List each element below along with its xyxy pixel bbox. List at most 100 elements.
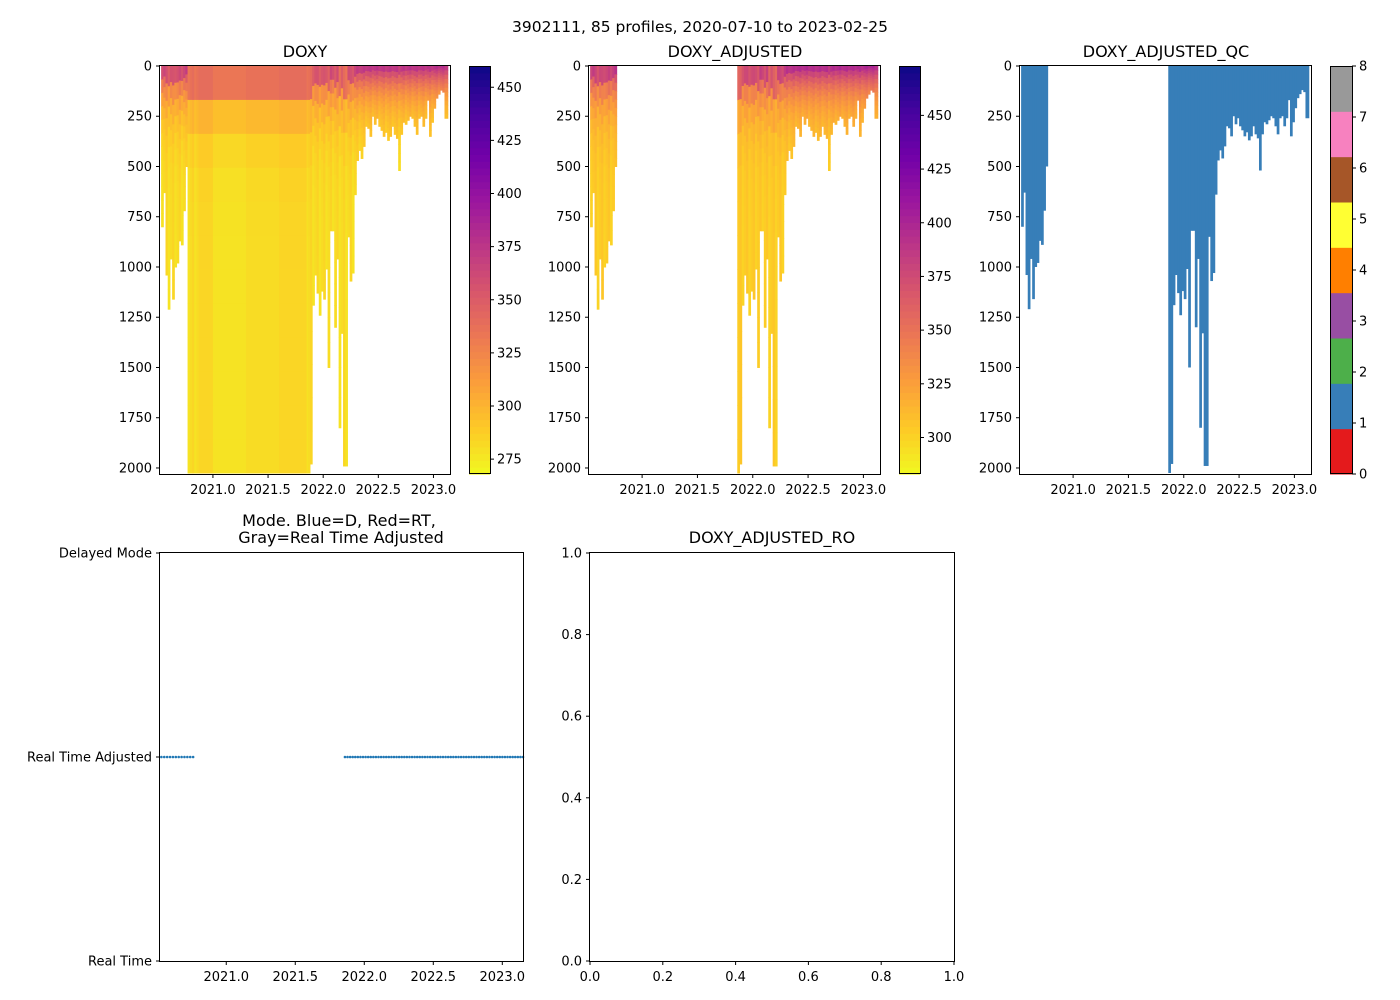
heatmap-profile-cell [413, 96, 417, 102]
heatmap-profile-cell [850, 66, 853, 71]
mode-point [165, 755, 169, 759]
colorbar-tick-label: 350 [927, 324, 952, 339]
heatmap-profile-cell [812, 89, 816, 96]
heatmap-profile-cell [349, 101, 353, 121]
heatmap-profile-cell [870, 78, 873, 81]
heatmap-profile-cell [329, 93, 333, 108]
colorbar-swatch [1330, 383, 1352, 430]
heatmap-profile-cell [590, 132, 593, 147]
heatmap-profile-cell [766, 114, 769, 131]
heatmap-profile-cell [307, 167, 311, 203]
heatmap-profile-cell [442, 89, 445, 93]
heatmap-profile-cell [825, 90, 829, 97]
heatmap-profile-cell [598, 66, 602, 83]
heatmap-profile-cell [354, 141, 357, 153]
qc-profile-bar [1241, 66, 1245, 131]
heatmap-profile-cell [774, 199, 778, 234]
colorbar-swatch [469, 283, 490, 291]
heatmap-profile-cell [819, 95, 822, 102]
heatmap-profile-cell [797, 112, 800, 119]
qc-profile-bar [1276, 66, 1280, 135]
heatmap-profile-cell [380, 66, 384, 72]
heatmap-profile-cell [444, 92, 449, 97]
heatmap-profile-cell [329, 175, 333, 191]
heatmap-profile-cell [196, 439, 200, 474]
heatmap-profile-cell [180, 95, 184, 112]
heatmap-profile-cell [314, 118, 318, 137]
colorbar-swatch [899, 263, 920, 271]
heatmap-profile-cell [797, 86, 800, 93]
heatmap-profile-cell [845, 94, 849, 101]
heatmap-profile-cell [356, 73, 359, 83]
heatmap-profile-cell [763, 305, 767, 328]
mode-point [366, 755, 370, 759]
heatmap-profile-cell [792, 92, 796, 100]
heatmap-profile-cell [799, 77, 802, 85]
heatmap-profile-cell [382, 83, 386, 90]
heatmap-profile-cell [391, 116, 395, 122]
heatmap-profile-cell [845, 83, 849, 90]
heatmap-profile-cell [194, 167, 197, 203]
heatmap-profile-cell [194, 371, 197, 406]
heatmap-profile-cell [772, 265, 776, 300]
heatmap-profile-cell [279, 201, 308, 237]
heatmap-profile-cell [433, 104, 437, 109]
heatmap-profile-cell [411, 100, 415, 106]
heatmap-profile-cell [378, 106, 382, 112]
heatmap-profile-cell [198, 133, 214, 169]
panel-doxy: DOXY 2021.0 2021.5 2022.0 2022.5 2023.002505… [119, 42, 522, 498]
panel1-ytick-label: 250 [556, 110, 581, 125]
heatmap-profile-cell [874, 87, 879, 93]
heatmap-profile-cell [411, 66, 415, 71]
heatmap-profile-cell [327, 141, 331, 167]
heatmap-profile-cell [336, 242, 340, 260]
heatmap-profile-cell [382, 118, 386, 126]
heatmap-profile-cell [360, 127, 364, 136]
heatmap-profile-cell [737, 167, 740, 203]
heatmap-profile-cell [770, 288, 774, 312]
heatmap-profile-cell [737, 235, 740, 270]
heatmap-profile-cell [841, 66, 844, 71]
heatmap-profile-cell [788, 115, 791, 123]
heatmap-profile-cell [839, 95, 842, 100]
heatmap-profile-cell [161, 66, 164, 80]
heatmap-profile-cell [783, 119, 787, 131]
heatmap-profile-cell [823, 66, 827, 73]
heatmap-profile-cell [176, 213, 180, 231]
heatmap-profile-cell [761, 120, 765, 136]
heatmap-profile-cell [814, 66, 818, 73]
heatmap-profile-cell [603, 250, 607, 268]
colorbar-swatch [899, 440, 920, 448]
heatmap-profile-cell [854, 100, 858, 106]
qc-profile-bar [1258, 66, 1262, 171]
colorbar-swatch [469, 467, 490, 475]
heatmap-profile-cell [316, 179, 320, 199]
heatmap-profile-cell [351, 255, 355, 274]
heatmap-profile-cell [605, 66, 609, 83]
panel-doxy-adjusted-qc-axes: 2021.0 2021.5 2022.0 2022.5 2023.00250500750… [979, 60, 1317, 499]
panel-mode-title-line-1: Mode. Blue=D, Red=RT, [242, 511, 436, 530]
ro-ytick-label: 0.6 [561, 710, 582, 725]
heatmap-profile-cell [376, 96, 379, 102]
heatmap-profile-cell [763, 218, 767, 241]
heatmap-profile-cell [404, 66, 408, 72]
heatmap-profile-cell [832, 70, 836, 76]
heatmap-profile-cell [314, 100, 318, 119]
heatmap-profile-cell [772, 365, 776, 400]
heatmap-profile-cell [612, 174, 615, 188]
heatmap-profile-cell [603, 116, 607, 134]
heatmap-profile-cell [858, 71, 862, 79]
heatmap-profile-cell [774, 399, 778, 434]
heatmap-profile-cell [763, 261, 767, 285]
heatmap-profile-cell [393, 128, 397, 135]
heatmap-profile-cell [382, 95, 386, 102]
heatmap-profile-cell [847, 83, 851, 89]
heatmap-profile-cell [309, 99, 313, 133]
heatmap-profile-cell [371, 95, 375, 100]
qc-profile-bar [1199, 66, 1202, 428]
heatmap-profile-cell [843, 111, 847, 117]
heatmap-profile-cell [384, 71, 388, 78]
heatmap-profile-cell [785, 152, 789, 161]
colorbar-swatch [469, 426, 490, 434]
